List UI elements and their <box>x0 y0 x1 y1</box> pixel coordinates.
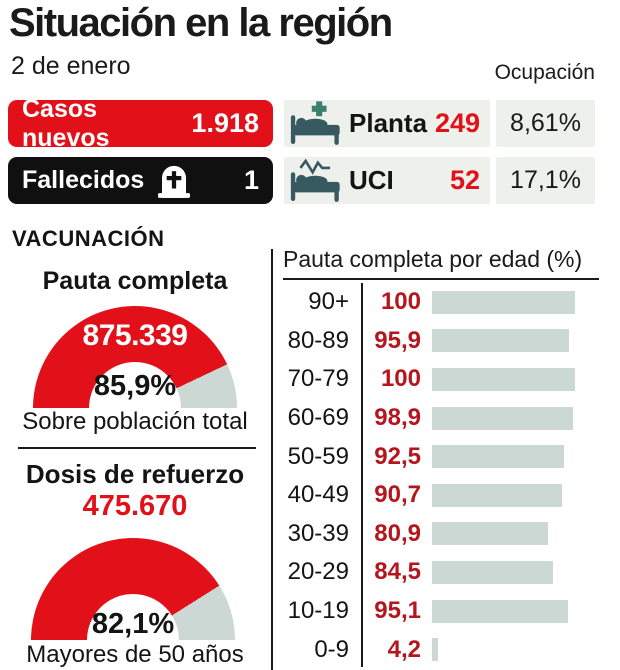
tombstone-icon <box>158 165 191 198</box>
full-schedule-count: 875.339 <box>82 319 188 352</box>
age-chart-title-rule <box>283 278 599 280</box>
full-schedule-title: Pauta completa <box>42 267 228 295</box>
age-label: 60-69 <box>287 404 349 432</box>
age-chart-title: Pauta completa por edad (%) <box>283 246 583 272</box>
age-value: 95,9 <box>374 326 421 354</box>
age-label: 50-59 <box>287 442 349 470</box>
age-value: 84,5 <box>374 558 421 586</box>
deaths-badge: Fallecidos 1 <box>8 157 273 204</box>
age-row: 0-9 4,2 <box>283 630 613 669</box>
full-schedule-percent: 85,9% <box>93 370 177 402</box>
age-bar <box>432 329 570 353</box>
booster-percent: 82,1% <box>91 608 175 640</box>
booster-gauge: 82,1% <box>31 538 235 640</box>
age-row: 60-69 98,9 <box>283 399 613 438</box>
age-row: 80-89 95,9 <box>283 322 613 361</box>
new-cases-value: 1.918 <box>191 108 259 138</box>
ward-label: Planta <box>349 108 428 138</box>
age-bar <box>432 445 565 469</box>
ward-occupancy: 8,61% <box>496 100 595 147</box>
new-cases-badge: Casos nuevos 1.918 <box>8 95 273 152</box>
age-value: 100 <box>380 288 421 316</box>
new-cases-label: Casos nuevos <box>22 94 110 152</box>
ward-value: 249 <box>434 108 480 138</box>
panel-left-rule <box>271 249 273 670</box>
age-value: 95,1 <box>374 597 421 625</box>
age-value: 98,9 <box>374 404 421 432</box>
deaths-value: 1 <box>243 165 259 195</box>
icu-label: UCI <box>349 165 394 195</box>
age-bar <box>432 290 575 314</box>
full-schedule-caption: Sobre población total <box>22 408 248 435</box>
occupancy-header: Ocupación <box>494 61 595 84</box>
icu-occupancy: 17,1% <box>496 157 595 204</box>
age-row: 20-29 84,5 <box>283 553 613 592</box>
age-row: 70-79 100 <box>283 360 613 399</box>
icu-box: UCI 52 <box>284 157 490 204</box>
section-divider <box>18 447 256 449</box>
age-value: 100 <box>380 365 421 393</box>
age-label: 20-29 <box>287 558 349 586</box>
age-label: 40-49 <box>287 481 349 509</box>
age-value: 80,9 <box>374 519 421 547</box>
booster-count: 475.670 <box>82 490 188 522</box>
age-label: 0-9 <box>314 635 349 663</box>
vaccination-section-title: VACUNACIÓN <box>12 226 165 251</box>
age-chart-rows: 90+ 100 80-89 95,9 70-79 100 60-69 98,9 50-59 92,… <box>283 283 613 669</box>
age-label: 70-79 <box>287 365 349 393</box>
age-bar <box>432 522 548 546</box>
age-label: 80-89 <box>287 326 349 354</box>
age-bar <box>432 638 438 662</box>
age-value: 4,2 <box>387 635 421 663</box>
age-label: 90+ <box>308 288 349 316</box>
age-bar <box>432 599 568 623</box>
icu-bed-icon <box>290 158 340 202</box>
date-label: 2 de enero <box>11 52 131 80</box>
age-row: 50-59 92,5 <box>283 437 613 476</box>
full-schedule-gauge: 875.339 85,9% <box>33 306 237 408</box>
deaths-label: Fallecidos <box>22 166 145 194</box>
age-label: 10-19 <box>287 597 349 625</box>
age-value: 90,7 <box>374 481 421 509</box>
age-label: 30-39 <box>287 519 349 547</box>
age-row: 10-19 95,1 <box>283 592 613 631</box>
booster-caption: Mayores de 50 años <box>26 641 244 668</box>
age-bar <box>432 483 562 507</box>
hospital-bed-icon <box>290 100 340 145</box>
age-row: 30-39 80,9 <box>283 515 613 554</box>
page-title: Situación en la región <box>9 1 393 45</box>
age-row: 40-49 90,7 <box>283 476 613 515</box>
age-value: 92,5 <box>374 442 421 470</box>
age-bar <box>432 406 574 430</box>
ward-box: Planta 249 <box>284 100 490 147</box>
age-bar <box>432 560 553 584</box>
age-chart-axis-rule <box>361 283 363 667</box>
age-bar <box>432 367 575 391</box>
booster-title: Dosis de refuerzo <box>25 459 245 489</box>
icu-value: 52 <box>449 165 480 195</box>
age-row: 90+ 100 <box>283 283 613 322</box>
